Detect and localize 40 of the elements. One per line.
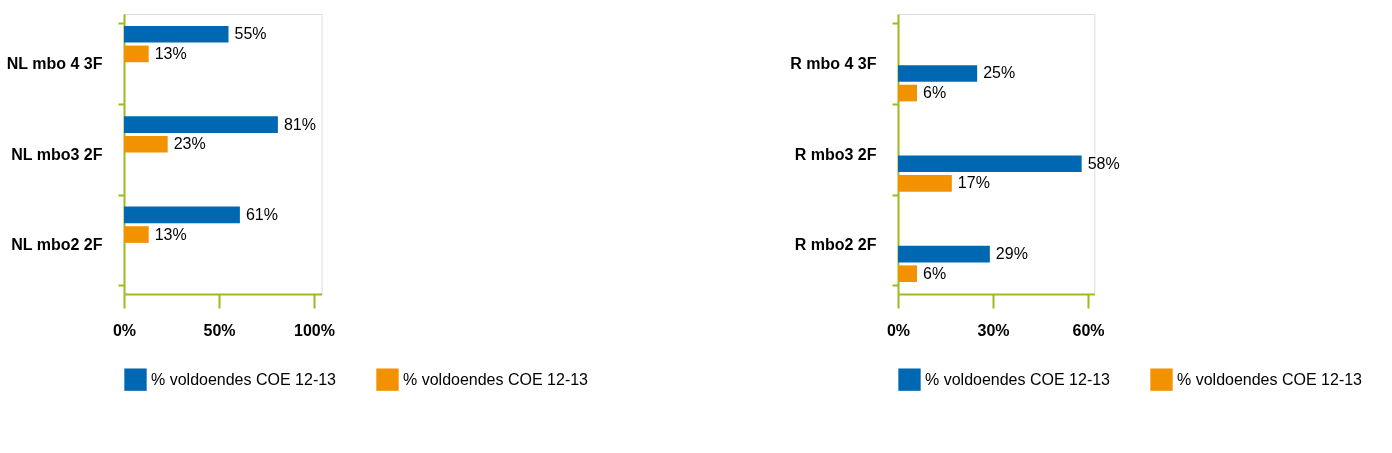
data-label: 13% bbox=[154, 225, 187, 243]
data-label: 13% bbox=[154, 44, 187, 62]
bar bbox=[124, 116, 278, 133]
y-tick-label: R mbo 4 3F bbox=[790, 55, 877, 73]
bar bbox=[898, 265, 917, 283]
bar bbox=[898, 155, 1082, 173]
bar bbox=[124, 25, 229, 43]
data-label: 17% bbox=[957, 174, 990, 192]
y-tick-label: NL mbo2 2F bbox=[11, 235, 103, 253]
data-label: 58% bbox=[1087, 154, 1120, 172]
legend-label: % voldoendes COE 12-13 bbox=[403, 370, 589, 388]
x-tick-label: 0% bbox=[112, 321, 137, 339]
data-label: 61% bbox=[245, 205, 278, 223]
x-tick-label: 100% bbox=[294, 321, 335, 339]
x-tick-label: 0% bbox=[886, 321, 911, 339]
legend-label: % voldoendes COE 12-13 bbox=[1177, 370, 1363, 388]
data-label: 6% bbox=[923, 84, 947, 102]
data-label: 55% bbox=[234, 25, 267, 43]
data-label: 23% bbox=[173, 135, 206, 153]
bar bbox=[124, 45, 149, 63]
data-label: 29% bbox=[995, 245, 1028, 263]
bar bbox=[124, 206, 240, 224]
y-tick-label: R mbo2 2F bbox=[794, 235, 877, 253]
y-tick-label: NL mbo3 2F bbox=[11, 145, 103, 163]
bar bbox=[898, 84, 917, 102]
data-label: 81% bbox=[283, 115, 316, 133]
bar bbox=[898, 175, 952, 192]
bar bbox=[124, 135, 168, 153]
y-tick-label: NL mbo 4 3F bbox=[6, 55, 103, 73]
x-tick-label: 50% bbox=[203, 321, 236, 339]
legend-label: % voldoendes COE 12-13 bbox=[151, 370, 337, 388]
bar bbox=[898, 245, 990, 263]
legend-label: % voldoendes COE 12-13 bbox=[925, 370, 1111, 388]
x-tick-label: 60% bbox=[1072, 321, 1105, 339]
data-label: 6% bbox=[923, 264, 947, 282]
data-label: 25% bbox=[983, 64, 1016, 82]
bar bbox=[898, 65, 978, 82]
y-tick-label: R mbo3 2F bbox=[794, 145, 877, 163]
x-tick-label: 30% bbox=[977, 321, 1010, 339]
bar bbox=[124, 226, 149, 243]
